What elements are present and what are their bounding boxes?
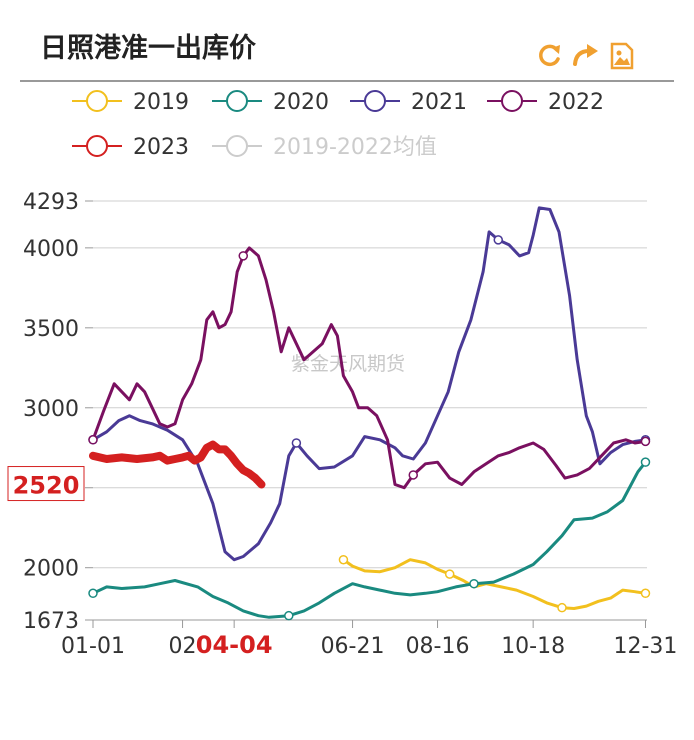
series-point [469, 578, 479, 589]
watermark: 紫金天风期货 [291, 353, 405, 375]
x-tick-label: 12-31 [614, 634, 678, 659]
legend-item-2019[interactable]: 2019 [72, 90, 189, 115]
x-tick-label: 10-18 [501, 634, 565, 659]
grid [93, 200, 647, 621]
legend-item-2020[interactable]: 2020 [212, 90, 329, 115]
x-tick-label: 02 [169, 634, 197, 659]
y-tick-label: 4000 [23, 237, 79, 262]
series-point [557, 602, 567, 613]
x-tick-label: 08-16 [406, 634, 470, 659]
series-point [338, 554, 349, 565]
legend-label: 2019-2022均值 [273, 135, 437, 160]
x-tick-label: 06-21 [321, 634, 385, 659]
legend-label: 2022 [548, 90, 604, 115]
current-value-label: 2520 [13, 472, 80, 500]
current-value-box [7, 466, 85, 502]
page-title: 日照港准一出库价 [40, 33, 256, 64]
series-point [493, 235, 504, 245]
y-tick-label: 3500 [23, 317, 79, 342]
legend-marker [86, 90, 108, 112]
legend-item-2021[interactable]: 2021 [350, 90, 467, 115]
legend-item-2023[interactable]: 2023 [72, 135, 189, 160]
series-point [88, 435, 98, 445]
legend-marker [86, 135, 108, 157]
legend-marker [226, 135, 248, 157]
series-point [640, 588, 651, 599]
series-point [88, 588, 98, 599]
series-point [640, 457, 651, 467]
series-point [640, 436, 651, 447]
legend-marker [501, 90, 523, 112]
series-line-2020 [91, 460, 647, 619]
series-line-2019 [341, 558, 647, 610]
legend-marker [226, 90, 248, 112]
y-tick-label: 1673 [23, 609, 79, 634]
series-line-2022 [91, 246, 647, 490]
legend-label: 2020 [273, 90, 329, 115]
x-tick-label: 04-04 [196, 631, 273, 659]
series-point [291, 438, 302, 448]
legend-marker [364, 90, 386, 112]
share-icon[interactable] [572, 42, 600, 68]
series-point [238, 251, 249, 261]
save-image-icon[interactable] [608, 42, 636, 70]
legend-item-2022[interactable]: 2022 [487, 90, 604, 115]
series-point [408, 470, 419, 480]
y-tick-label: 4293 [23, 190, 79, 215]
x-tick-label: 01-01 [61, 634, 125, 659]
axes: 167320002500300035004000429301-010204-04… [7, 190, 678, 659]
series-point [444, 569, 455, 579]
series-line-2023 [89, 440, 266, 489]
title-divider [20, 80, 674, 82]
refresh-icon[interactable] [537, 42, 563, 68]
series-group [88, 206, 651, 621]
legend: 2019 2020 2021 2022 2023 2019-2022均值 [72, 90, 604, 160]
legend-label: 2023 [133, 135, 189, 160]
legend-label: 2021 [411, 90, 467, 115]
y-tick-label: 3000 [23, 397, 79, 422]
series-line-2021 [91, 206, 647, 562]
series-point [284, 610, 294, 621]
y-tick-label: 2000 [23, 557, 79, 582]
legend-label: 2019 [133, 90, 189, 115]
legend-item-2019-2022均值[interactable]: 2019-2022均值 [212, 135, 437, 160]
